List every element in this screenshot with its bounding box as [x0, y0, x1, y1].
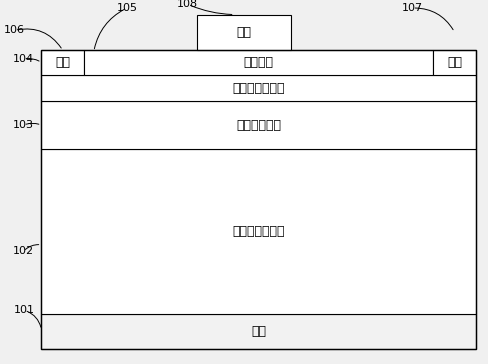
Text: 105: 105	[116, 3, 138, 13]
Text: 铝镓镓氮缓冲层: 铝镓镓氮缓冲层	[232, 225, 285, 238]
Bar	[41, 149, 476, 314]
Text: 108: 108	[177, 0, 199, 9]
Bar	[41, 75, 476, 101]
Text: 102: 102	[13, 246, 34, 256]
Text: 101: 101	[14, 305, 35, 315]
Text: 栅极: 栅极	[237, 25, 251, 39]
Bar	[41, 50, 84, 75]
Text: 栅介质层: 栅介质层	[244, 56, 274, 69]
Text: 106: 106	[4, 25, 25, 35]
Bar	[433, 50, 476, 75]
Bar	[41, 50, 476, 349]
Text: 104: 104	[13, 54, 34, 64]
Bar	[41, 314, 476, 349]
Text: 衬底: 衬底	[251, 325, 266, 338]
Bar	[84, 50, 433, 75]
Text: 氮化镓沟道层: 氮化镓沟道层	[236, 119, 281, 132]
Text: 铝镓镓氮势垒层: 铝镓镓氮势垒层	[232, 82, 285, 95]
Bar	[41, 101, 476, 149]
Text: 107: 107	[402, 3, 423, 13]
Text: 漏极: 漏极	[447, 56, 462, 69]
Bar	[197, 15, 291, 50]
Text: 103: 103	[13, 120, 34, 130]
Text: 源极: 源极	[55, 56, 70, 69]
